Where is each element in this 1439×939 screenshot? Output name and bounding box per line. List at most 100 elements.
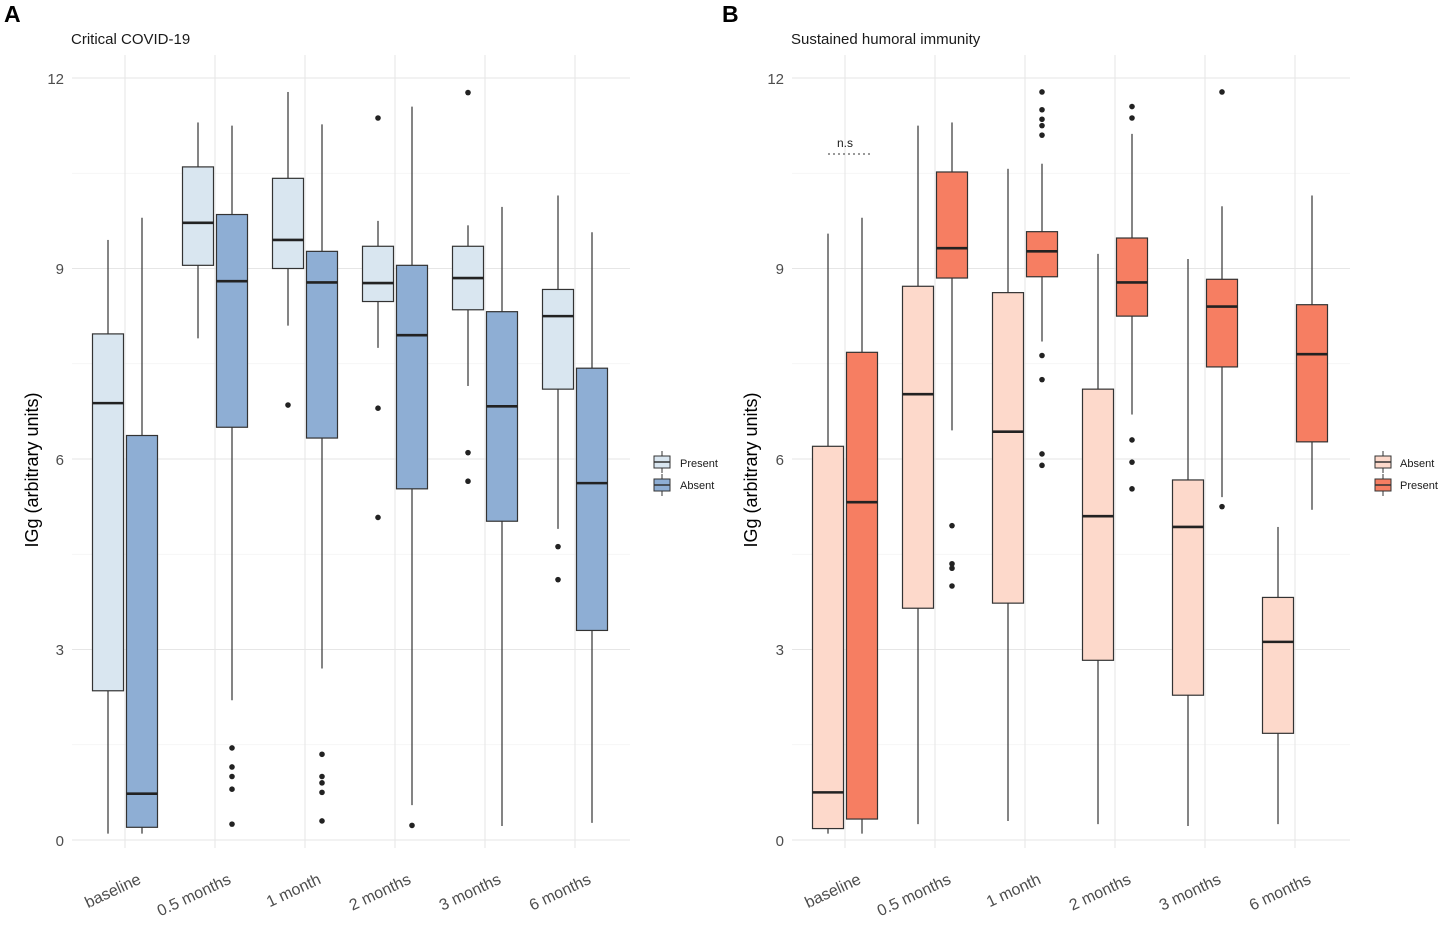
panel-a-absent-6-months-boxplot [575,232,609,823]
panel-b-xtick-2-months: 2 months [1067,871,1134,914]
panel-b-present-1-month-outlier-1 [1039,106,1045,113]
panel-b-present-1-month-outlier-2 [1039,116,1045,123]
panel-a-absent-1-month-outlier-3 [319,789,325,796]
panel-b-present-baseline-boxplot [845,217,879,834]
panel-a-present-3-months-boxplot [451,89,485,485]
panel-a-y-tick-labels: 0 3 6 9 12 [47,71,64,850]
panel-b-ytick-9: 9 [776,261,784,278]
panel-a-absent-baseline-boxplot [125,217,159,834]
panel-b-present-2-months-outlier-4 [1129,486,1135,492]
panel-a-absent-1-month-outlier-0 [319,751,325,758]
panel-a-present-2-months-box [361,245,395,303]
panel-a-absent-1-month-outlier-2 [319,780,325,786]
panel-b-absent-6-months-box [1261,596,1295,734]
panel-b-absent-2-months-boxplot [1081,253,1115,825]
panel-b-boxes [811,89,1329,834]
panel-b-present-2-months-outlier-0 [1129,103,1135,110]
panel-a-absent-2-months-box [395,264,429,490]
panel-b-y-axis-label: IGg (arbitrary units) [741,392,761,547]
panel-b-ytick-3: 3 [776,642,784,659]
panel-a-legend-label-absent: Absent [680,480,714,492]
panel-a-present-3-months-outlier-2 [465,478,471,485]
panel-a-absent-6-months-box [575,367,609,632]
panel-b-legend: Absent Present [1374,451,1438,496]
panel-b-present-1-month-boxplot [1025,89,1059,469]
panel-a-legend-key-present [653,451,671,473]
panel-a-xtick-6-months: 6 months [527,871,594,914]
panel-b-legend-key-absent [1374,451,1392,473]
panel-a-boxes [91,89,609,834]
panel-b-absent-1-month-box [991,292,1025,604]
panel-b-ytick-0: 0 [776,833,784,850]
panel-b-present-3-months-outlier-0 [1219,89,1225,95]
panel-a-present-6-months-box [541,288,575,390]
panel-a-present-3-months-outlier-0 [465,89,471,96]
panel-b-present-6-months-box [1295,304,1329,443]
panel-a-legend-key-absent [653,474,671,496]
panel-b-present-3-months-box [1205,278,1239,368]
panel-a-present-6-months-outlier-0 [555,543,561,550]
panel-a-absent-0-5-months-box [215,213,249,428]
panel-b-present-0-5-months-outlier-2 [949,565,955,572]
panel-b-present-0-5-months-boxplot [935,122,969,589]
panel-b-ns-label: n.s [837,136,853,150]
panel-b-present-3-months-boxplot [1205,89,1239,510]
panel-a-absent-2-months-outlier-0 [409,822,415,829]
panel-b-present-3-months-outlier-1 [1219,503,1225,510]
panel-b-gridlines [792,55,1350,848]
panel-a-present-baseline-box [91,333,125,692]
panel-a-xtick-1-month: 1 month [264,871,324,911]
panel-a-xtick-baseline: baseline [82,871,143,912]
panel-a-absent-0-5-months-outlier-3 [229,786,235,792]
panel-b-present-1-month-outlier-0 [1039,89,1045,95]
panel-a-absent-0-5-months-outlier-0 [229,745,235,751]
panel-a-absent-1-month-outlier-4 [319,818,325,824]
panel-b-absent-6-months-boxplot [1261,526,1295,825]
panel-b-absent-0-5-months-box [901,285,935,609]
panel-a-xtick-2-months: 2 months [347,871,414,914]
panel-b-present-0-5-months-box [935,171,969,279]
panel-b-present-2-months-boxplot [1115,103,1149,492]
panel-a-absent-0-5-months-boxplot [215,125,249,827]
panel-a-present-2-months-outlier-2 [375,514,381,521]
panel-b-label: B [722,1,739,27]
panel-a-present-1-month-outlier-0 [285,402,291,408]
panel-a-ytick-9: 9 [56,261,64,278]
panel-a-absent-3-months-box [485,311,519,522]
panel-b-present-0-5-months-outlier-3 [949,583,955,589]
panel-b-absent-baseline-box [811,445,845,830]
panel-a-present-2-months-outlier-1 [375,405,381,412]
panel-a-present-2-months-boxplot [361,115,395,521]
panel-a-present-6-months-boxplot [541,195,575,583]
panel-b-legend-key-present [1374,474,1392,496]
panel-a-ytick-3: 3 [56,642,64,659]
panel-b-present-1-month-outlier-4 [1039,132,1045,138]
panel-b-present-6-months-boxplot [1295,195,1329,510]
panel-a-xtick-0-5-months: 0.5 months [155,871,234,920]
panel-b-present-2-months-outlier-1 [1129,115,1135,121]
panel-b-y-tick-labels: 0 3 6 9 12 [767,71,784,850]
panel-a-absent-0-5-months-outlier-1 [229,764,235,770]
panel-a-present-baseline-boxplot [91,239,125,834]
panel-a-absent-0-5-months-outlier-4 [229,821,235,827]
panel-b-xtick-0-5-months: 0.5 months [875,871,954,920]
panel-b-xtick-baseline: baseline [802,871,863,912]
panel-b: B Sustained humoral immunity 0 3 6 9 12 … [722,1,1438,920]
panel-a-absent-3-months-boxplot [485,206,519,827]
panel-b-xtick-3-months: 3 months [1157,871,1224,914]
panel-b-x-tick-labels: baseline 0.5 months 1 month 2 months 3 m… [802,871,1313,920]
panel-a-absent-1-month-outlier-1 [319,773,325,780]
panel-b-present-1-month-outlier-7 [1039,451,1045,457]
panel-a-legend-label-present: Present [680,458,718,470]
panel-b-present-1-month-box [1025,231,1059,278]
panel-a-present-6-months-outlier-1 [555,576,561,583]
panel-b-title: Sustained humoral immunity [791,31,981,48]
panel-a-title: Critical COVID-19 [71,31,190,48]
panel-a-absent-2-months-boxplot [395,106,429,829]
panel-b-legend-label-present: Present [1400,480,1438,492]
panel-b-present-2-months-box [1115,237,1149,317]
panel-a-ytick-6: 6 [56,452,64,469]
panel-b-present-1-month-outlier-3 [1039,122,1045,129]
panel-b-absent-1-month-boxplot [991,168,1025,821]
